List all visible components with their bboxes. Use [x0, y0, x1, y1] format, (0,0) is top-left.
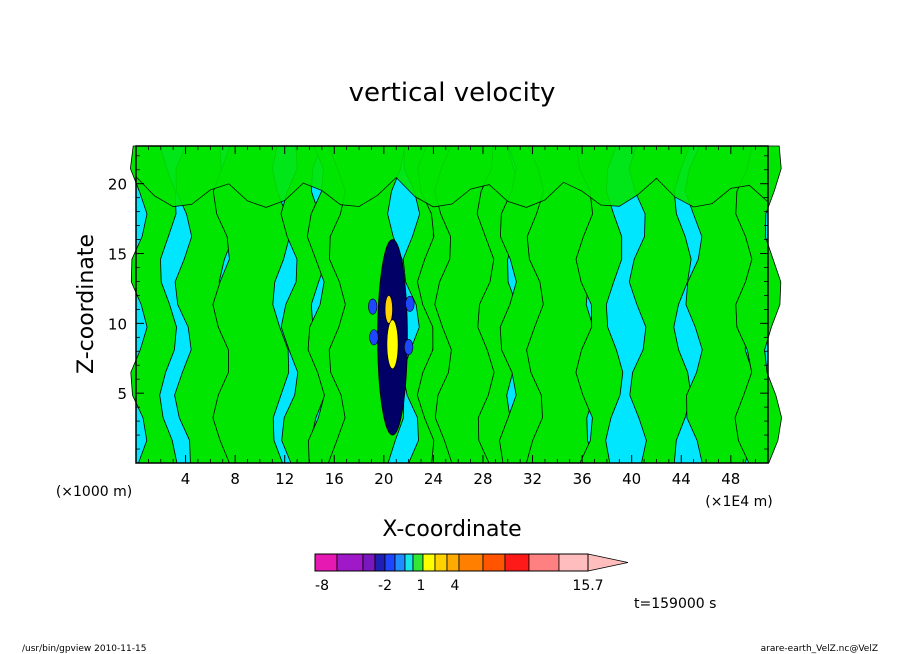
- colorbar-label: -8: [315, 578, 329, 594]
- colorbar: -8 -2 1 4 15.7: [314, 553, 629, 594]
- colorbar-swatch: [446, 553, 460, 572]
- x-tick-label: 4: [181, 470, 191, 488]
- x-tick-label: 20: [374, 470, 393, 488]
- colorbar-swatch: [504, 553, 530, 572]
- x-axis-unit-right: (×1E4 m): [705, 494, 772, 510]
- x-tick-label: 28: [473, 470, 492, 488]
- colorbar-frame: [314, 553, 589, 572]
- plot-area: [129, 145, 783, 464]
- x-tick-label: 44: [672, 470, 691, 488]
- colorbar-swatch: [362, 553, 376, 572]
- updraft-peak: [386, 319, 399, 370]
- colorbar-label: -2: [378, 578, 392, 594]
- colorbar-swatch: [558, 553, 589, 572]
- chart-title: vertical velocity: [349, 78, 556, 108]
- y-tick-label: 15: [108, 246, 127, 264]
- x-axis-label: X-coordinate: [382, 517, 521, 542]
- footer-left: /usr/bin/gpview 2010-11-15: [22, 644, 146, 654]
- downdraft-lobe: [368, 298, 378, 315]
- colorbar-arrow: [587, 553, 629, 572]
- x-tick-label: 12: [275, 470, 294, 488]
- x-tick-label: 48: [721, 470, 740, 488]
- colorbar-swatch: [434, 553, 448, 572]
- y-tick-label: 10: [108, 315, 127, 333]
- updraft-peak-upper: [384, 295, 393, 324]
- colorbar-swatch: [458, 553, 484, 572]
- colorbar-swatch: [374, 553, 386, 572]
- colorbar-label: 4: [451, 578, 460, 594]
- colorbar-swatch: [422, 553, 436, 572]
- contour-top-region: [135, 145, 769, 208]
- x-tick-label: 24: [424, 470, 443, 488]
- x-tick-label: 8: [230, 470, 240, 488]
- y-tick-label: 20: [108, 176, 127, 194]
- colorbar-swatch: [528, 553, 560, 572]
- time-label: t=159000 s: [634, 596, 716, 612]
- downdraft-lobe: [369, 329, 379, 346]
- colorbar-label: 15.7: [572, 578, 603, 594]
- footer-right: arare-earth_VelZ.nc@VelZ: [761, 644, 878, 654]
- contour-field: [129, 145, 783, 464]
- y-axis-label: Z-coordinate: [74, 234, 99, 374]
- plot-frame: [135, 145, 769, 464]
- x-tick-label: 40: [622, 470, 641, 488]
- downdraft-lobe: [405, 295, 415, 312]
- contour-band: [734, 145, 783, 464]
- x-axis-unit-left: (×1000 m): [56, 484, 132, 500]
- x-axis: 4 8 12 16 20 24 28 32 36 40 44 48: [147, 146, 769, 488]
- colorbar-swatch: [394, 553, 406, 572]
- colorbar-swatch: [482, 553, 506, 572]
- colorbar-swatch: [404, 553, 414, 572]
- colorbar-swatch: [314, 553, 338, 572]
- x-tick-label: 36: [573, 470, 592, 488]
- colorbar-swatch: [336, 553, 364, 572]
- colorbar-swatch: [412, 553, 424, 572]
- x-tick-label: 16: [325, 470, 344, 488]
- colorbar-label: 1: [417, 578, 426, 594]
- y-tick-label: 5: [117, 385, 127, 403]
- y-axis: 5 10 15 20: [108, 155, 768, 450]
- downdraft-lobe: [403, 339, 414, 356]
- colorbar-swatch: [384, 553, 396, 572]
- x-tick-label: 32: [523, 470, 542, 488]
